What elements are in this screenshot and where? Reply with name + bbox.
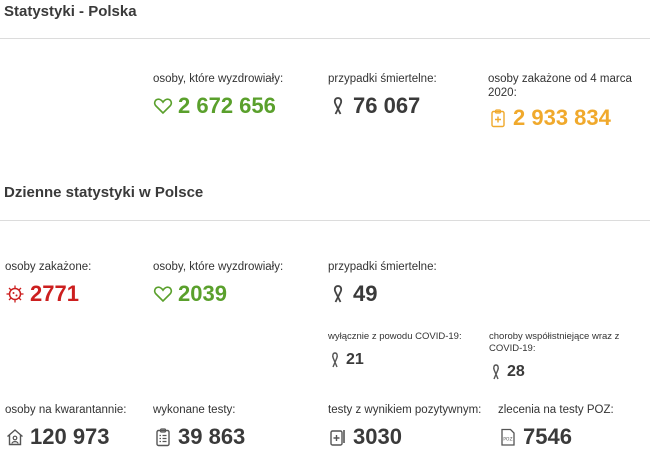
ribbon-icon [328,96,348,116]
stat-label: testy z wynikiem pozytywnym: [328,404,482,416]
stat-total-infected: osoby zakażone od 4 marca 2020: 2 933 83… [488,72,638,130]
clipboard-list-icon [153,427,173,447]
stat-label: osoby na kwarantannie: [5,404,127,416]
stat-value: 21 [346,351,364,368]
stat-label: wykonane testy: [153,404,236,416]
stat-daily-covid-only: wyłącznie z powodu COVID-19: 21 [328,331,478,369]
stat-label: wyłącznie z powodu COVID-19: [328,331,462,342]
stat-value: 2039 [178,281,227,306]
stat-label: osoby zakażone: [5,261,92,273]
section-title-poland: Statystyki - Polska [4,3,137,20]
stat-label: przypadki śmiertelne: [328,73,437,85]
stat-total-recovered: osoby, które wyzdrowiały: 2 672 656 [153,72,283,118]
stat-value: 3030 [353,424,402,449]
stat-daily-deaths: przypadki śmiertelne: 49 [328,260,437,306]
ribbon-icon [489,364,503,380]
stat-daily-comorbid: choroby współistniejące wraz z COVID-19:… [489,331,644,381]
heart-icon [153,96,173,116]
stat-daily-recovered: osoby, które wyzdrowiały: 2039 [153,260,283,306]
section-title-daily: Dzienne statystyki w Polsce [4,184,204,201]
stat-daily-tests: wykonane testy: 39 863 [153,403,245,449]
stat-value: 76 067 [353,93,421,118]
stat-label: osoby, które wyzdrowiały: [153,73,284,85]
stat-value: 2771 [30,281,79,306]
divider [0,38,650,39]
stat-label: zlecenia na testy POZ: [498,404,614,416]
stat-label: osoby, które wyzdrowiały: [153,261,284,273]
stat-value: 120 973 [30,424,110,449]
test-tube-icon [328,427,348,447]
stat-label: przypadki śmiertelne: [328,261,437,273]
stat-daily-positive-tests: testy z wynikiem pozytywnym: 3030 [328,403,481,449]
divider [0,220,650,221]
stat-value: 49 [353,281,378,306]
stat-value: 39 863 [178,424,246,449]
svg-text:POZ: POZ [503,437,512,443]
stat-total-deaths: przypadki śmiertelne: 76 067 [328,72,437,118]
stat-value: 7546 [523,424,572,449]
stat-daily-quarantine: osoby na kwarantannie: 120 973 [5,403,126,449]
house-icon [5,427,25,447]
stat-value: 28 [507,363,525,380]
virus-icon [5,284,25,304]
clipboard-icon [488,108,508,128]
stat-daily-poz-orders: zlecenia na testy POZ: POZ 7546 [498,403,614,449]
poz-document-icon: POZ [498,427,518,447]
stat-value: 2 672 656 [178,93,276,118]
heart-icon [153,284,173,304]
stat-value: 2 933 834 [513,105,611,130]
stat-label: choroby współistniejące wraz z COVID-19: [489,331,620,354]
ribbon-icon [328,284,348,304]
stat-daily-infected: osoby zakażone: 2771 [5,260,91,306]
ribbon-icon [328,352,342,368]
stat-label: osoby zakażone od 4 marca 2020: [488,73,632,99]
